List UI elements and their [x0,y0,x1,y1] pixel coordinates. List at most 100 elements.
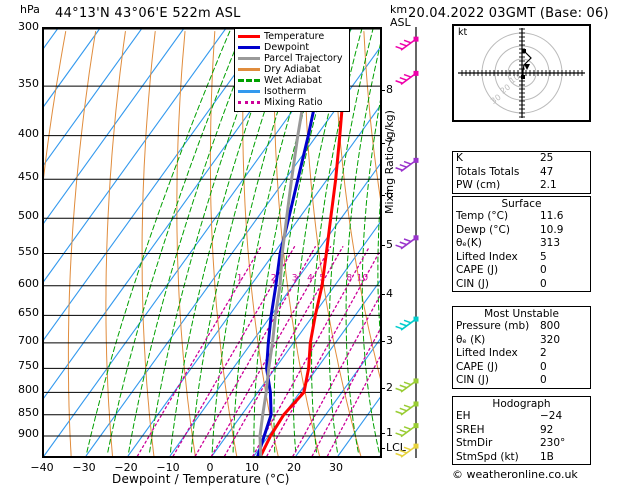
height-unit-label-1: km [390,3,408,16]
legend-item-label: Wet Adiabat [264,75,322,86]
panel-row-value: 0 [540,360,547,373]
legend-item: Parcel Trajectory [238,53,346,64]
mixing-ratio-label: 8 [346,274,352,284]
hodograph-unit-label: kt [458,27,468,38]
temperature-tick-label: −40 [30,461,54,474]
panel-row: K 25 [453,152,590,166]
pressure-tick-label: 900 [18,426,39,440]
x-axis-title: Dewpoint / Temperature (°C) [112,472,290,486]
panel-row-key: Temp (°C) [456,210,509,222]
legend-item: Isotherm [238,86,346,97]
panel-row-value: 10.9 [540,223,564,236]
panel-row: SREH 92 [453,424,590,438]
hodograph-trace [522,50,532,76]
panel-row-value: 0 [540,264,547,276]
panel-row-key: Dewp (°C) [456,223,510,236]
panel-row-value: 47 [540,165,554,178]
temperature-tick-label: −10 [156,461,180,474]
panel-row-value: 11.6 [540,210,564,222]
height-tick-label: 2 [386,380,393,394]
panel-row: Lifted Index 2 [453,347,590,361]
panel-row: CIN (J) 0 [453,278,590,292]
panel-most-unstable: Most Unstable Pressure (mb) 800 θₑ (K) 320 Li… [452,306,591,389]
legend-color-swatch [238,46,260,49]
panel-indices: K 25 Totals Totals 47 PW (cm) 2.1 [452,151,591,194]
panel-title: Surface [501,198,542,210]
legend-color-swatch [238,79,260,82]
pressure-tick-label: 450 [18,170,39,184]
wind-barb [395,401,419,416]
height-tick-mark [380,293,385,295]
legend-item-label: Parcel Trajectory [264,53,343,64]
panel-row-key: SREH [456,423,485,436]
panel-row: Temp (°C) 11.6 [453,210,590,224]
wind-barb [395,157,419,173]
pressure-tick-label: 550 [18,244,39,258]
hodograph-ring-label: 20 [499,83,513,96]
copyright-label: © weatheronline.co.uk [452,468,578,481]
panel-row-value: 92 [540,423,554,436]
legend-color-swatch [238,101,260,104]
mixing-ratio-label: 1 [237,274,243,284]
legend-item: Dry Adiabat [238,64,346,75]
station-title: 44°13'N 43°06'E 522m ASL [55,6,241,21]
legend-item-label: Isotherm [264,86,307,97]
panel-row: CAPE (J) 0 [453,361,590,375]
temperature-tick-label: −20 [114,461,138,474]
legend-color-swatch [238,57,260,60]
panel-row-value: 25 [540,152,554,164]
panel-row-key: CIN (J) [456,374,489,386]
storm-motion-marker [524,64,530,70]
wind-barb [395,235,419,250]
height-tick-label: 6 [386,187,393,201]
pressure-tick-label: 400 [18,126,39,140]
panel-row-key: CAPE (J) [456,360,499,373]
mixing-ratio-label: 10 [357,274,369,284]
height-unit-label-2: ASL [390,16,411,29]
pressure-tick-label: 600 [18,276,39,290]
panel-row: CIN (J) 0 [453,374,590,388]
legend-color-swatch [238,90,260,93]
pressure-tick-label: 800 [18,383,39,397]
panel-row-value: 313 [540,237,561,249]
panel-row: Pressure (mb) 800 [453,320,590,334]
panel-row-key: Lifted Index [456,250,518,263]
legend-color-swatch [238,35,260,38]
panel-row-key: StmSpd (kt) [456,450,519,463]
temperature-tick-label: 10 [245,461,259,474]
mixing-ratio-label: 4 [307,274,313,284]
panel-row-key: CIN (J) [456,277,489,290]
wind-barb [395,70,419,86]
panel-row-key: PW (cm) [456,179,501,191]
valid-datetime: 20.04.2022 03GMT (Base: 06) [408,6,609,21]
pressure-tick-label: 850 [18,405,39,419]
wind-barb [395,423,419,438]
panel-row: Totals Totals 47 [453,166,590,180]
temperature-tick-label: 0 [206,461,214,474]
height-tick-mark [380,143,385,145]
panel-row-key: θₑ (K) [456,333,486,346]
hodograph: 10 20 30 kt [452,24,591,122]
hodograph-ring-label: 30 [489,93,503,106]
height-tick-label: 1 [386,426,393,440]
panel-surface: Surface Temp (°C) 11.6 Dewp (°C) 10.9 θₑ(K) 31… [452,196,591,292]
panel-row: Dewp (°C) 10.9 [453,224,590,238]
panel-row-value: 2 [540,347,547,359]
mixing-ratio-label: 3 [292,274,298,284]
height-tick-mark [380,90,385,92]
temperature-tick-label: −30 [72,461,96,474]
legend-item: Temperature [238,31,346,42]
panel-row-value: 0 [540,277,547,290]
panel-row-value: 0 [540,374,547,386]
wind-barb [395,316,419,331]
pressure-tick-label: 650 [18,306,39,320]
temperature-tick-label: 30 [329,461,343,474]
panel-row-key: θₑ(K) [456,237,482,249]
panel-row-key: Pressure (mb) [456,320,530,332]
panel-row: θₑ (K) 320 [453,334,590,348]
height-tick-label: 8 [386,83,393,97]
height-tick-mark [380,387,385,389]
height-tick-label: 5 [386,237,393,251]
curve-dewpoint [256,29,332,456]
